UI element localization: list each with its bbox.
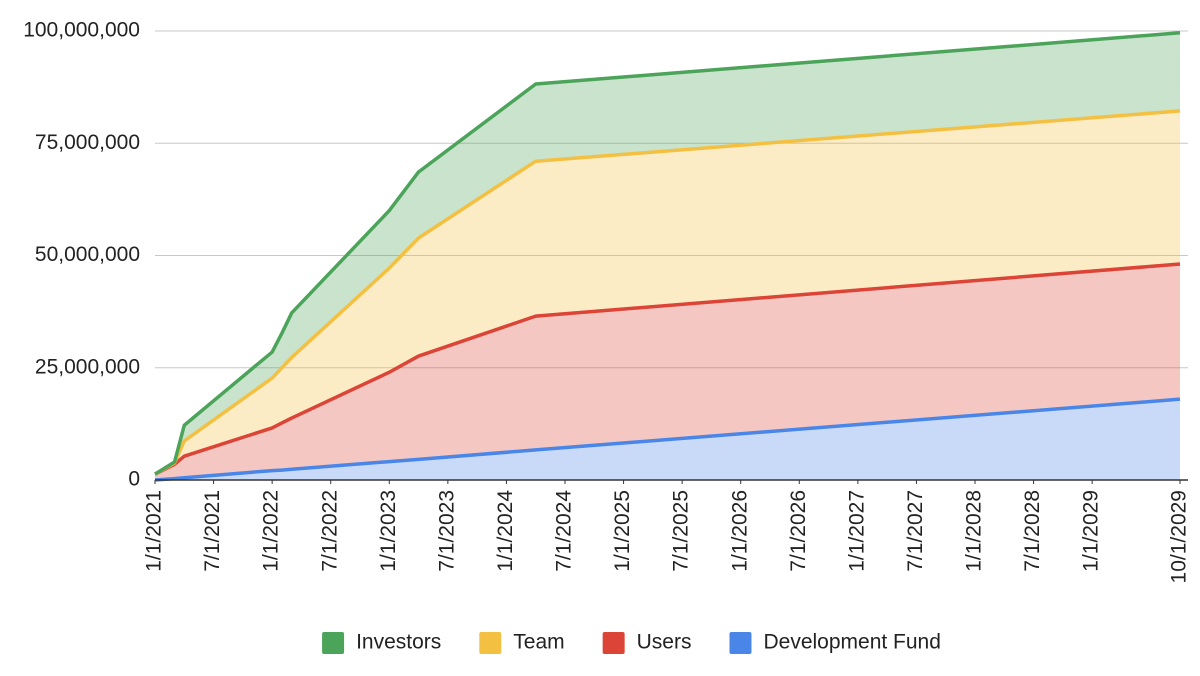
- x-tick-label: 7/1/2025: [670, 490, 693, 572]
- legend-swatch: [602, 632, 625, 654]
- x-tick-label: 1/1/2025: [611, 490, 634, 572]
- x-tick-label: 1/1/2029: [1080, 490, 1103, 572]
- area-fill: [155, 264, 1180, 480]
- x-tick-label: 1/1/2021: [143, 490, 166, 572]
- x-tick-label: 7/1/2022: [318, 490, 341, 572]
- area-fill: [155, 110, 1180, 475]
- x-tick-label: 7/1/2023: [435, 490, 458, 572]
- series-line: [154, 262, 1181, 476]
- x-tick-label: 1/1/2022: [260, 490, 283, 572]
- x-tick-label: 1/1/2023: [377, 490, 400, 572]
- x-tick-label: 10/1/2029: [1168, 490, 1191, 583]
- series-line: [154, 109, 1181, 476]
- legend-label: Development Fund: [763, 631, 940, 654]
- series-line: [154, 397, 1181, 482]
- legend-label: Investors: [356, 631, 441, 654]
- y-tick-label: 0: [128, 468, 140, 491]
- x-tick-label: 7/1/2027: [904, 490, 927, 572]
- y-tick-label: 75,000,000: [35, 131, 140, 154]
- y-tick-label: 25,000,000: [35, 355, 140, 378]
- y-tick-label: 50,000,000: [35, 243, 140, 266]
- legend-label: Team: [513, 631, 564, 654]
- x-tick-label: 1/1/2027: [845, 490, 868, 572]
- series-line: [154, 31, 1181, 476]
- area-fill: [155, 32, 1180, 475]
- lines: [154, 31, 1181, 482]
- x-tick-label: 1/1/2026: [728, 490, 751, 572]
- legend-swatch: [729, 632, 752, 654]
- x-tick-label: 1/1/2028: [963, 490, 986, 572]
- x-tick-label: 7/1/2026: [787, 490, 810, 572]
- x-tick-label: 1/1/2024: [494, 490, 517, 572]
- x-tick-label: 7/1/2024: [553, 490, 576, 572]
- x-tick-label: 7/1/2028: [1021, 490, 1044, 572]
- legend: Investors Team Users Development Fund: [322, 631, 941, 654]
- legend-swatch: [479, 632, 502, 654]
- x-tick-label: 7/1/2021: [201, 490, 224, 572]
- y-tick-label: 100,000,000: [23, 19, 140, 42]
- legend-swatch: [322, 632, 345, 654]
- legend-label: Users: [637, 631, 692, 654]
